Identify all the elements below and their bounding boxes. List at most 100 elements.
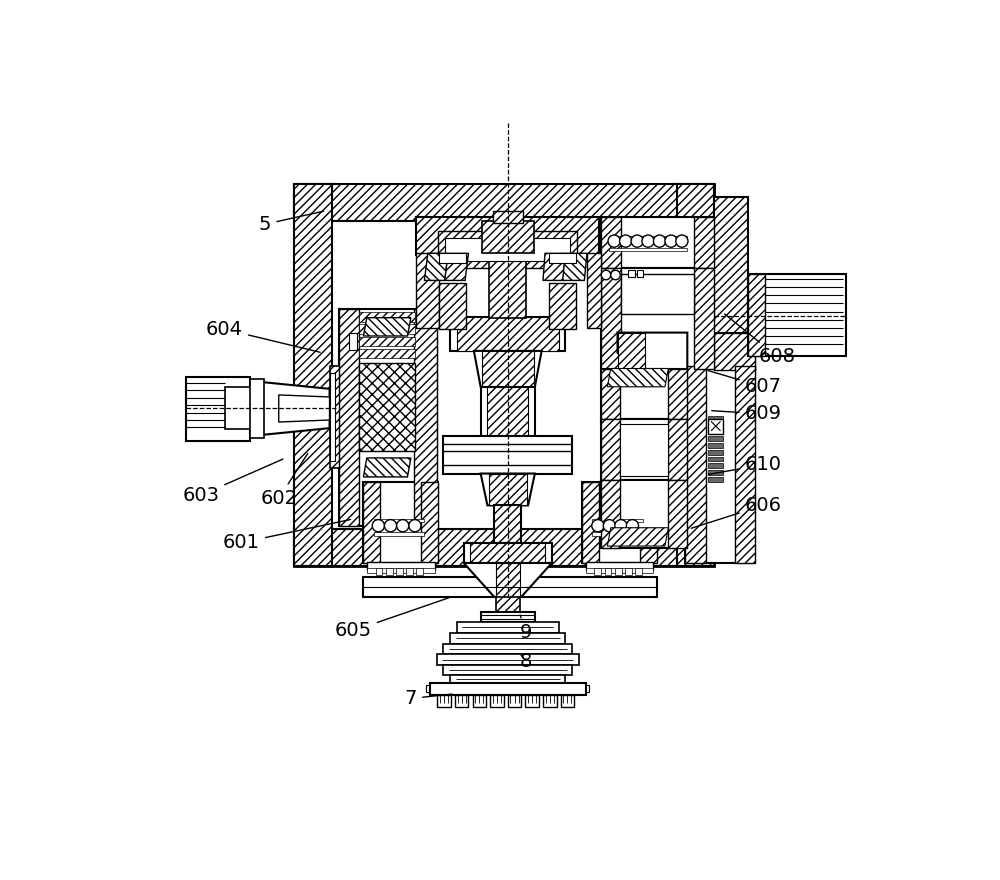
Circle shape (603, 519, 615, 532)
Bar (482, 221, 534, 253)
Bar (225, 387, 262, 429)
Text: 605: 605 (335, 598, 449, 641)
Bar (363, 481, 438, 563)
Bar (508, 695, 521, 708)
Bar (708, 464, 723, 468)
Bar (443, 665, 572, 675)
Bar (620, 424, 668, 475)
Bar (601, 480, 687, 548)
Bar (464, 543, 552, 563)
Polygon shape (262, 382, 330, 435)
Bar (748, 274, 765, 356)
Bar (582, 481, 657, 563)
Bar (685, 366, 706, 563)
Bar (470, 543, 545, 563)
Bar (735, 366, 755, 563)
Bar (416, 217, 599, 254)
Bar (445, 238, 570, 261)
Bar (601, 420, 687, 480)
Bar (443, 436, 572, 473)
Circle shape (611, 270, 620, 280)
Bar (294, 529, 714, 567)
Bar (359, 363, 415, 451)
Bar (496, 563, 520, 597)
Bar (450, 317, 565, 351)
Bar (416, 253, 439, 328)
Bar (668, 369, 687, 420)
Bar (592, 532, 643, 536)
Bar (525, 695, 539, 708)
Bar (708, 450, 723, 455)
Bar (250, 379, 264, 437)
Polygon shape (618, 333, 687, 370)
Bar (363, 481, 380, 563)
Polygon shape (279, 395, 330, 422)
Text: 8: 8 (520, 652, 532, 671)
Bar (708, 436, 723, 441)
Circle shape (608, 235, 620, 247)
Text: 601: 601 (223, 519, 351, 552)
Bar (543, 695, 557, 708)
Bar (426, 685, 589, 692)
Bar (421, 481, 438, 563)
Bar (494, 505, 521, 543)
Bar (186, 377, 250, 441)
Bar (708, 457, 723, 461)
Bar (601, 480, 620, 548)
Text: 9: 9 (520, 615, 532, 642)
Bar (601, 420, 620, 480)
Circle shape (409, 519, 421, 532)
Bar (437, 695, 451, 708)
Bar (549, 283, 576, 329)
Bar (367, 561, 435, 569)
Bar (628, 270, 635, 277)
Circle shape (601, 270, 611, 280)
Circle shape (665, 235, 677, 247)
Bar (677, 406, 714, 567)
Bar (439, 253, 466, 263)
Bar (594, 568, 601, 576)
Bar (457, 622, 559, 633)
Circle shape (626, 519, 639, 532)
Bar (430, 683, 586, 695)
Text: 7: 7 (405, 689, 452, 708)
Circle shape (653, 235, 666, 247)
Text: 608: 608 (725, 314, 795, 366)
Bar (601, 268, 621, 369)
Bar (437, 655, 579, 665)
Bar (708, 419, 723, 434)
Bar (618, 333, 645, 370)
Bar (601, 217, 621, 268)
Circle shape (615, 519, 627, 532)
Polygon shape (445, 253, 468, 281)
Text: 604: 604 (206, 319, 320, 352)
Polygon shape (363, 318, 411, 336)
Bar (601, 369, 687, 420)
Bar (359, 337, 415, 346)
Bar (443, 643, 572, 655)
Bar (438, 231, 577, 268)
Bar (592, 519, 643, 523)
Bar (605, 568, 611, 576)
Circle shape (372, 519, 384, 532)
Bar (294, 184, 714, 567)
Polygon shape (474, 351, 542, 387)
Bar (339, 309, 359, 525)
Bar (714, 333, 755, 370)
Bar (668, 480, 687, 548)
Bar (330, 373, 335, 461)
Bar (582, 481, 599, 563)
Polygon shape (543, 253, 565, 281)
Bar (367, 568, 435, 573)
Bar (601, 217, 714, 268)
Bar (332, 221, 677, 529)
Bar (714, 333, 755, 370)
Bar (496, 597, 520, 612)
Text: 5: 5 (259, 211, 323, 234)
Bar (481, 612, 535, 622)
Polygon shape (424, 253, 448, 281)
Bar (677, 184, 714, 344)
Bar (416, 568, 423, 576)
Bar (489, 253, 526, 318)
Circle shape (620, 235, 632, 247)
